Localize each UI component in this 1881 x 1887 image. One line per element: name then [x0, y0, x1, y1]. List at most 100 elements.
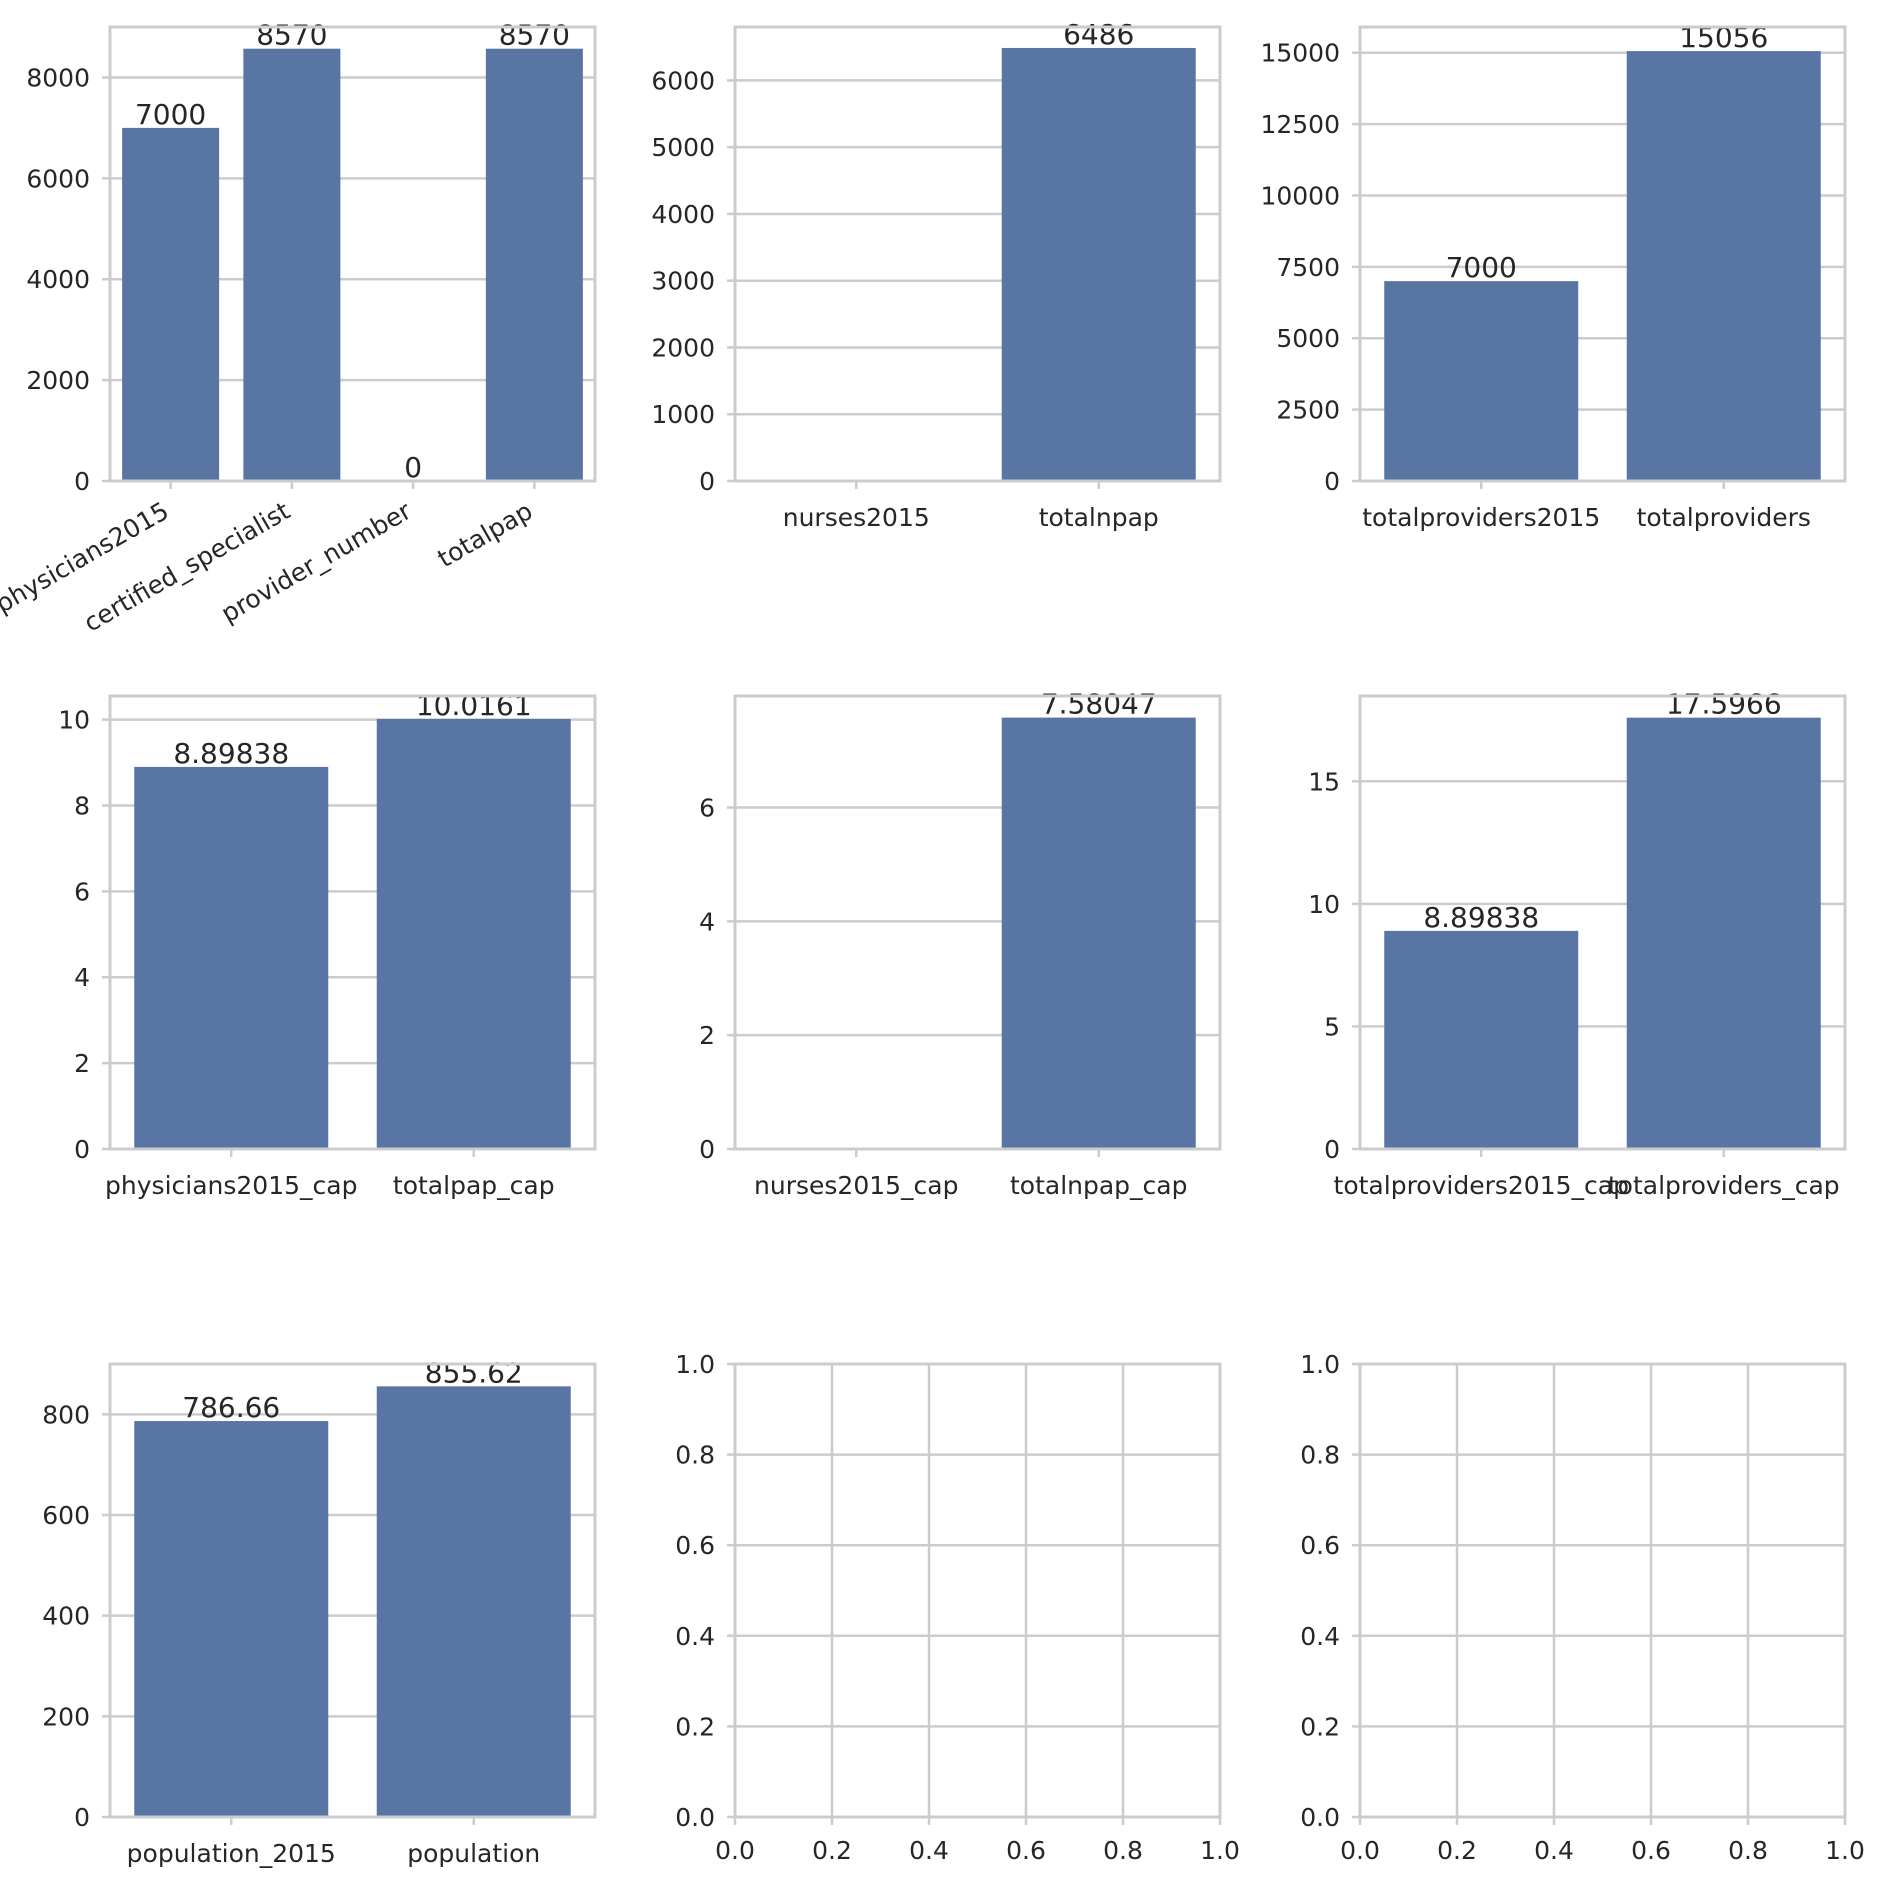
- y-tick-label: 3000: [651, 267, 715, 296]
- x-tick-label: population: [407, 1839, 540, 1868]
- bar-value-label: 8570: [499, 19, 570, 52]
- x-tick-label: totalpap_cap: [393, 1171, 555, 1200]
- y-tick-label: 0.4: [1300, 1622, 1340, 1651]
- x-tick-label: nurses2015: [783, 503, 930, 532]
- bar: [1384, 281, 1579, 481]
- y-tick-label: 4000: [651, 200, 715, 229]
- bar: [243, 48, 341, 482]
- x-tick-label: totalproviders2015_cap: [1334, 1171, 1629, 1200]
- y-tick-label: 0: [699, 467, 715, 496]
- x-tick-label: nurses2015_cap: [754, 1171, 958, 1200]
- x-tick-label: 0.2: [1437, 1836, 1477, 1865]
- y-tick-label: 0: [1324, 1135, 1340, 1164]
- axes-frame: [733, 694, 1222, 1151]
- x-tick-label: 0.8: [1728, 1836, 1768, 1865]
- x-tick-label: 0.6: [1006, 1836, 1046, 1865]
- bar: [134, 766, 329, 1149]
- y-tick-label: 4000: [26, 265, 90, 294]
- bar-value-label: 786.66: [182, 1391, 280, 1424]
- y-tick-label: 6000: [26, 164, 90, 193]
- y-tick-label: 5000: [1276, 324, 1340, 353]
- y-tick-label: 5: [1324, 1012, 1340, 1041]
- y-tick-label: 0.0: [675, 1803, 715, 1832]
- x-tick-label: 0.0: [1340, 1836, 1380, 1865]
- x-tick-label: totalnpap: [1039, 503, 1159, 532]
- y-tick-label: 0.4: [675, 1622, 715, 1651]
- y-tick-label: 0.8: [1300, 1441, 1340, 1470]
- y-tick-label: 2500: [1276, 396, 1340, 425]
- x-tick-label: physicians2015_cap: [105, 1171, 357, 1200]
- y-tick-label: 2000: [651, 333, 715, 362]
- bar: [1384, 930, 1579, 1149]
- y-tick-label: 0: [699, 1135, 715, 1164]
- x-tick-label: 0.6: [1631, 1836, 1671, 1865]
- y-tick-label: 10: [58, 706, 90, 735]
- subplot-4: 0 2 4 6 8 10 physicians2015_cap 8.89838 totalpap…: [58, 689, 597, 1200]
- bar-value-label: 855.62: [425, 1356, 523, 1389]
- bar-value-label: 17.5966: [1666, 688, 1782, 721]
- y-tick-label: 6000: [651, 66, 715, 95]
- subplot-6: 0 5 10 15 totalproviders2015_cap 8.89838 total…: [1308, 688, 1847, 1200]
- y-tick-label: 1.0: [1300, 1350, 1340, 1379]
- bar-value-label: 0: [404, 451, 422, 484]
- x-tick-label: totalnpap_cap: [1010, 1171, 1188, 1200]
- y-tick-label: 600: [42, 1501, 90, 1530]
- x-tick-label: 0.4: [1534, 1836, 1574, 1865]
- y-tick-label: 8: [74, 791, 90, 820]
- bar: [1001, 717, 1196, 1149]
- y-tick-label: 0.6: [675, 1531, 715, 1560]
- x-tick-label: 0.2: [812, 1836, 852, 1865]
- y-tick-label: 0: [74, 1135, 90, 1164]
- bar: [376, 718, 571, 1149]
- y-tick-label: 400: [42, 1602, 90, 1631]
- x-tick-label: population_2015: [127, 1839, 336, 1868]
- subplot-5: 0 2 4 6 nurses2015_cap totalnpap_cap 7.58047: [699, 688, 1222, 1200]
- subplot-3: 0 2500 5000 7500 10000 12500 15000 totalprovide…: [1260, 21, 1847, 532]
- y-tick-label: 10: [1308, 890, 1340, 919]
- bar-value-label: 6486: [1063, 18, 1134, 51]
- bar: [376, 1386, 571, 1817]
- bar-value-label: 10.0161: [416, 689, 532, 722]
- y-tick-label: 0: [1324, 467, 1340, 496]
- x-tick-label: 0.0: [715, 1836, 755, 1865]
- y-tick-label: 0.0: [1300, 1803, 1340, 1832]
- y-tick-label: 6: [699, 794, 715, 823]
- y-tick-label: 0.6: [1300, 1531, 1340, 1560]
- y-tick-label: 15000: [1260, 39, 1340, 68]
- y-tick-label: 0: [74, 1803, 90, 1832]
- subplot-9: 0.0 0.2 0.4 0.6 0.8 1.0 0.0 0.2 0.4 0.6 0.8 1.0: [1300, 1350, 1865, 1865]
- x-tick-label: 0.8: [1103, 1836, 1143, 1865]
- y-tick-label: 4: [74, 963, 90, 992]
- bar-value-label: 7000: [135, 98, 206, 131]
- subplot-8: 0.0 0.2 0.4 0.6 0.8 1.0 0.0 0.2 0.4 0.6 0.8 1.0: [675, 1350, 1240, 1865]
- x-tick-label: totalproviders: [1637, 503, 1811, 532]
- y-tick-label: 12500: [1260, 110, 1340, 139]
- y-tick-label: 0.8: [675, 1441, 715, 1470]
- x-tick-label: 0.4: [909, 1836, 949, 1865]
- subplot-7: 0 200 400 600 800 population_2015 786.66 popula…: [42, 1356, 597, 1868]
- axes-frame: [108, 1362, 597, 1819]
- y-tick-label: 1.0: [675, 1350, 715, 1379]
- bar-value-label: 8570: [256, 19, 327, 52]
- bar-value-label: 7.58047: [1041, 688, 1157, 721]
- x-tick-label: 1.0: [1200, 1836, 1240, 1865]
- axes-frame: [1358, 25, 1847, 483]
- axes-frame: [733, 1362, 1222, 1819]
- axes-frame: [733, 25, 1222, 483]
- subplot-2: 0 1000 2000 3000 4000 5000 6000 nurses2015 total…: [651, 18, 1222, 532]
- axes-frame: [1358, 694, 1847, 1151]
- y-tick-label: 0.2: [1300, 1712, 1340, 1741]
- y-tick-label: 6: [74, 877, 90, 906]
- bar-value-label: 7000: [1446, 251, 1517, 284]
- y-tick-label: 10000: [1260, 181, 1340, 210]
- y-tick-label: 0: [74, 467, 90, 496]
- y-tick-label: 4: [699, 907, 715, 936]
- axes-frame: [1358, 1362, 1847, 1819]
- y-tick-label: 2000: [26, 366, 90, 395]
- y-tick-label: 8000: [26, 63, 90, 92]
- axes-frame: [108, 25, 597, 483]
- bar-value-label: 8.89838: [173, 737, 289, 770]
- y-tick-label: 5000: [651, 133, 715, 162]
- y-tick-label: 200: [42, 1702, 90, 1731]
